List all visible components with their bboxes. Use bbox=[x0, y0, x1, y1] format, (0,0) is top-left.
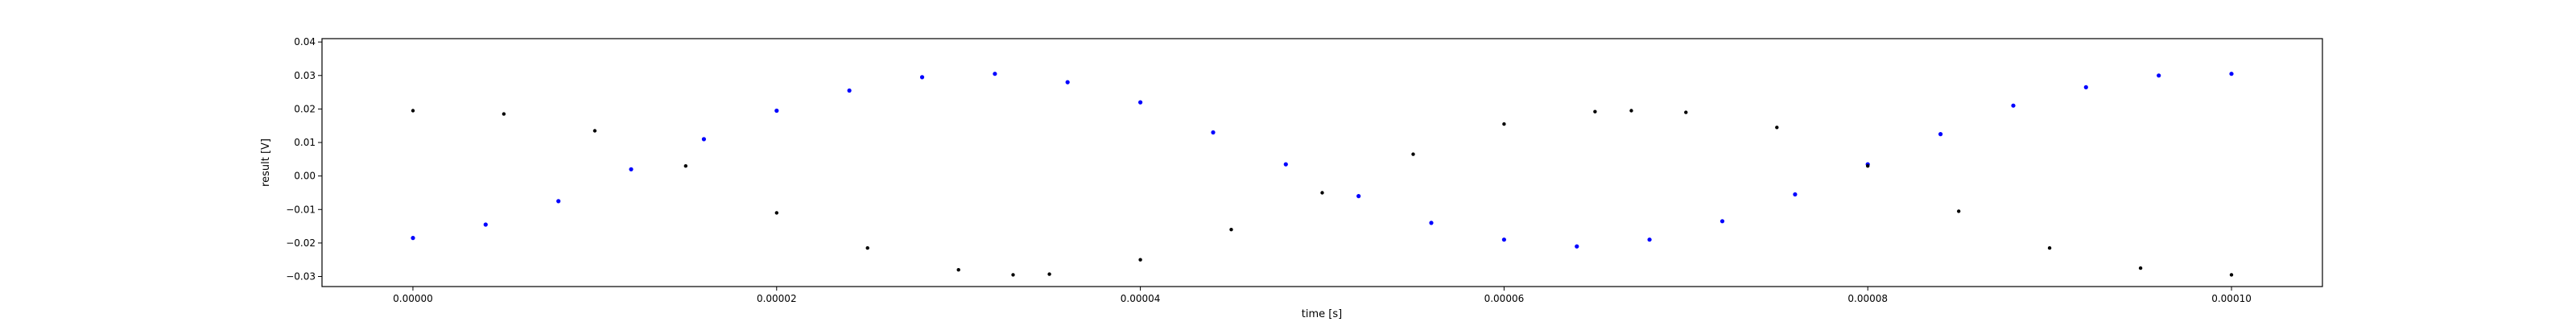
data-point bbox=[411, 109, 415, 113]
data-point bbox=[774, 108, 779, 113]
x-tick-label: 0.00000 bbox=[393, 293, 433, 304]
y-tick-label: 0.03 bbox=[294, 70, 316, 81]
data-point bbox=[1793, 192, 1798, 197]
y-axis-label: result [V] bbox=[260, 138, 272, 187]
data-point bbox=[1647, 237, 1652, 242]
data-point bbox=[2229, 273, 2234, 277]
data-point bbox=[556, 199, 561, 204]
y-tick-label: 0.00 bbox=[294, 171, 316, 182]
data-point bbox=[847, 88, 852, 93]
x-tick-label: 0.00006 bbox=[1484, 293, 1525, 304]
data-point bbox=[1629, 109, 1633, 113]
data-point bbox=[993, 72, 997, 76]
data-point bbox=[919, 75, 925, 80]
data-point bbox=[1866, 164, 1870, 168]
data-point bbox=[683, 164, 687, 168]
data-point bbox=[1138, 100, 1143, 105]
data-point bbox=[1138, 258, 1142, 262]
data-point bbox=[1684, 110, 1688, 114]
data-point bbox=[1502, 122, 1506, 126]
data-point bbox=[1719, 219, 1725, 224]
data-point bbox=[1229, 228, 1233, 232]
data-point bbox=[701, 137, 707, 142]
y-tick-label: −0.03 bbox=[286, 271, 316, 283]
data-point bbox=[865, 246, 869, 250]
series-2 bbox=[411, 109, 2234, 277]
data-point bbox=[1501, 237, 1506, 242]
data-point bbox=[956, 268, 960, 272]
x-ticks: 0.00000 0.00002 0.00004 0.00006 0.00008 0.000… bbox=[393, 287, 2252, 304]
data-point bbox=[1211, 130, 1216, 135]
x-tick-label: 0.00008 bbox=[1847, 293, 1888, 304]
data-point bbox=[483, 222, 488, 227]
data-point bbox=[2229, 72, 2234, 76]
y-tick-label: 0.02 bbox=[294, 103, 316, 114]
data-point bbox=[1593, 109, 1597, 113]
x-tick-label: 0.00010 bbox=[2211, 293, 2252, 304]
axes-frame bbox=[321, 38, 2323, 287]
data-point bbox=[2157, 73, 2161, 78]
y-tick-label: −0.01 bbox=[286, 204, 316, 215]
data-point bbox=[774, 211, 778, 215]
data-point bbox=[1011, 273, 1015, 277]
x-tick-label: 0.00004 bbox=[1121, 293, 1161, 304]
series-1 bbox=[411, 72, 2234, 249]
x-axis-label: time [s] bbox=[1302, 308, 1342, 320]
data-point bbox=[629, 167, 634, 171]
data-point bbox=[1938, 132, 1943, 137]
data-point bbox=[2047, 246, 2052, 250]
data-point bbox=[1429, 221, 1434, 225]
data-point bbox=[502, 112, 506, 116]
data-point bbox=[1775, 126, 1779, 130]
data-point bbox=[2011, 103, 2016, 108]
y-tick-label: 0.01 bbox=[294, 137, 316, 148]
data-point bbox=[1065, 80, 1070, 85]
points-layer bbox=[411, 72, 2234, 277]
data-point bbox=[1411, 152, 1415, 156]
x-tick-label: 0.00002 bbox=[757, 293, 797, 304]
data-point bbox=[2138, 266, 2143, 270]
y-ticks: −0.03 −0.02 −0.01 0.00 0.01 0.02 0.03 0.04 bbox=[286, 36, 322, 283]
data-point bbox=[411, 236, 415, 241]
data-point bbox=[1320, 191, 1324, 195]
data-point bbox=[1356, 194, 1361, 199]
data-point bbox=[2083, 85, 2088, 89]
data-point bbox=[592, 129, 597, 133]
data-point bbox=[1575, 244, 1579, 249]
data-point bbox=[1283, 162, 1288, 167]
data-point bbox=[1957, 209, 1961, 213]
y-tick-label: 0.04 bbox=[294, 36, 316, 47]
data-point bbox=[1047, 272, 1051, 276]
y-tick-label: −0.02 bbox=[286, 237, 316, 249]
